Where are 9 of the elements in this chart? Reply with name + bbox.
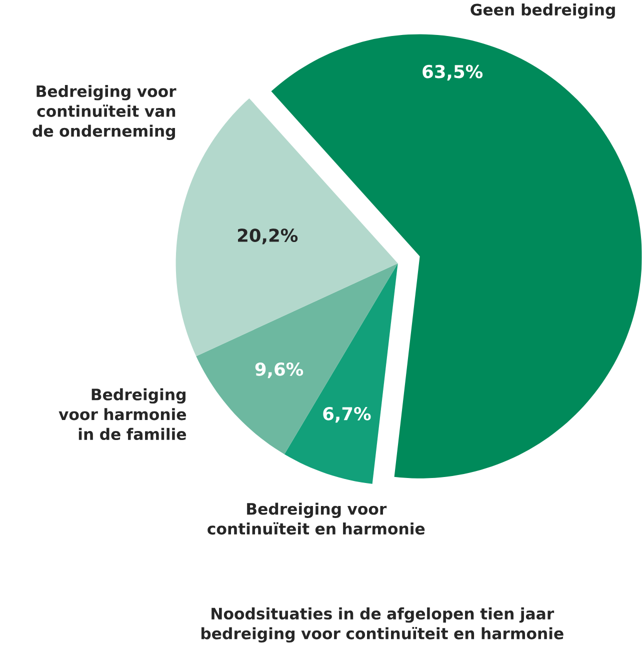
data-label: 63,5% xyxy=(422,64,483,81)
slice-label: Bedreiging voor harmonie in de familie xyxy=(58,388,186,440)
data-label: 20,2% xyxy=(238,228,298,244)
data-label: 9,6% xyxy=(255,362,304,378)
slice-label: Geen bedreiging xyxy=(470,3,615,19)
slice-label: Bedreiging voor continuïteit en harmonie xyxy=(208,502,425,535)
text: Noodsituaties in de afgelopen tien jaar bedreiging voor continuïteit en harmonie xyxy=(202,607,564,643)
slice-label: Bedreiging voor continuïteit van de onderneming xyxy=(32,85,176,140)
data-label: 6,7% xyxy=(323,406,371,423)
